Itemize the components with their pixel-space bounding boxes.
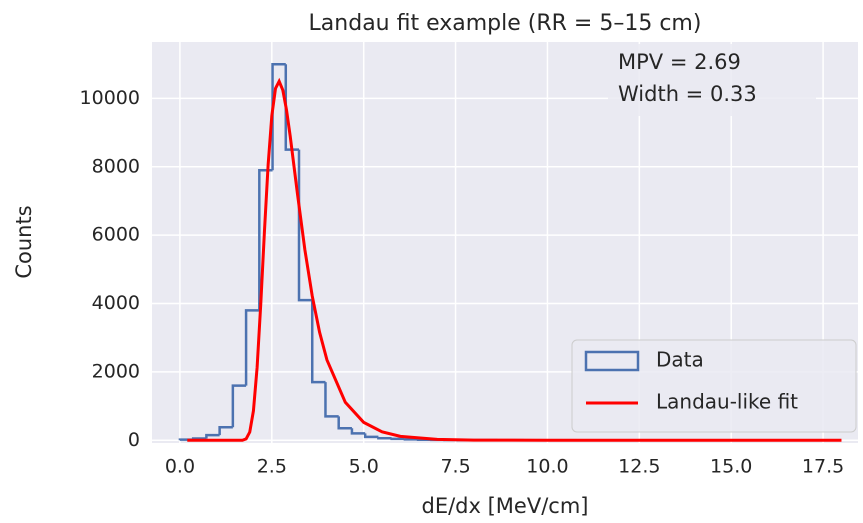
annotation-box <box>608 44 816 116</box>
histogram-bar <box>324 382 339 418</box>
histogram-bar <box>310 300 326 384</box>
legend <box>571 339 857 433</box>
x-tick-label: 0.0 <box>165 456 195 478</box>
y-tick-label: 2000 <box>92 360 140 382</box>
legend-swatch <box>584 350 640 372</box>
x-tick-label: 5.0 <box>349 456 379 478</box>
y-tick-label: 6000 <box>92 224 140 246</box>
annotation: MPV = 2.69 <box>618 50 741 74</box>
x-tick-label: 10.0 <box>526 456 568 478</box>
histogram-bar <box>403 438 419 441</box>
histogram-bar <box>271 62 286 171</box>
histogram-bar <box>377 436 392 440</box>
legend-label: Data <box>656 348 704 372</box>
x-tick-label: 7.5 <box>440 456 470 478</box>
x-axis-label: dE/dx [MeV/cm] <box>422 494 589 518</box>
y-tick-label: 0 <box>128 429 140 451</box>
histogram-bar <box>231 384 247 428</box>
x-tick-label: 2.5 <box>257 456 287 478</box>
histogram-bar <box>205 433 220 439</box>
histogram-bar <box>218 426 233 436</box>
histogram-bar <box>244 309 260 386</box>
histogram-bar <box>363 433 379 439</box>
histogram-bar <box>284 64 300 151</box>
y-axis-label: Counts <box>12 205 36 278</box>
y-tick-label: 10000 <box>80 87 140 109</box>
y-tick-label: 4000 <box>92 292 140 314</box>
histogram-bar <box>337 416 352 430</box>
x-tick-label: 17.5 <box>802 456 844 478</box>
fit-line <box>187 77 842 442</box>
legend-label: Landau-like fit <box>656 390 798 414</box>
chart-title: Landau fit example (RR = 5–15 cm) <box>309 11 702 36</box>
histogram-bar <box>350 428 366 435</box>
y-tick-label: 8000 <box>92 155 140 177</box>
x-tick-label: 15.0 <box>710 456 752 478</box>
x-tick-label: 12.5 <box>618 456 660 478</box>
histogram-bar <box>390 437 405 441</box>
annotation: Width = 0.33 <box>618 82 757 106</box>
